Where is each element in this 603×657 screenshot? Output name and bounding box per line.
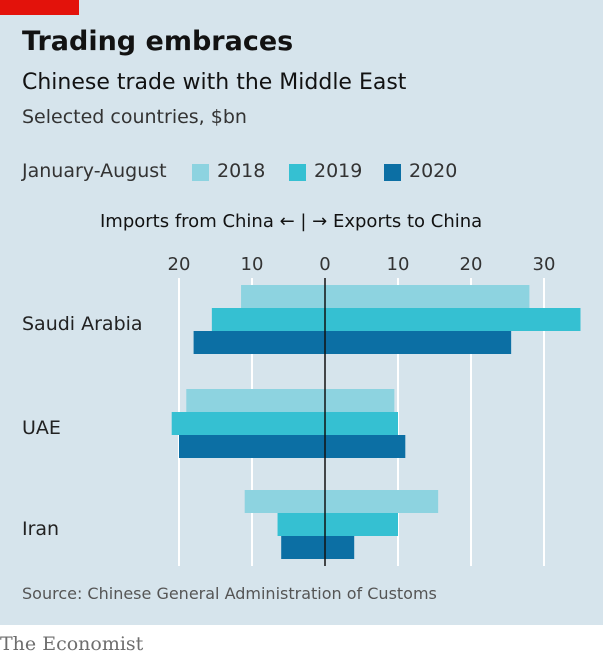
x-tick-label: 10	[241, 254, 264, 275]
x-tick-label: 30	[533, 254, 556, 275]
legend-swatch-2020	[384, 164, 401, 181]
legend-period: January-August	[22, 160, 167, 182]
category-label: Iran	[22, 518, 59, 540]
x-tick-label: 10	[387, 254, 410, 275]
legend-label-2018: 2018	[217, 160, 266, 182]
bar-exports	[325, 285, 530, 308]
chart-units: Selected countries, $bn	[22, 106, 247, 128]
bar-exports	[325, 490, 439, 513]
bar-chart: 20 10 0 10 20 30 Saudi Arabia UAE Iran	[22, 254, 581, 566]
source-note: Source: Chinese General Administration o…	[22, 584, 437, 603]
bar-imports	[281, 536, 325, 559]
bar-exports	[325, 435, 406, 458]
axis-direction-label: Imports from China ← | → Exports to Chin…	[100, 211, 483, 232]
bar-imports	[211, 308, 325, 331]
category-label: Saudi Arabia	[22, 313, 143, 335]
bar-exports	[325, 331, 512, 354]
category-label: UAE	[22, 417, 61, 439]
x-tick-label: 0	[319, 254, 330, 275]
bar-imports	[171, 412, 325, 435]
bar-imports	[186, 389, 325, 412]
x-tick-label: 20	[168, 254, 191, 275]
bar-exports	[325, 389, 395, 412]
brand-logo: The Economist	[0, 633, 144, 655]
bar-imports	[241, 285, 325, 308]
legend-label-2019: 2019	[314, 160, 363, 182]
bar-imports	[193, 331, 325, 354]
bar-imports	[244, 490, 325, 513]
bar-exports	[325, 412, 398, 435]
legend-swatch-2018	[192, 164, 209, 181]
legend-swatch-2019	[289, 164, 306, 181]
bar-imports	[179, 435, 325, 458]
legend-label-2020: 2020	[409, 160, 458, 182]
bar-exports	[325, 308, 581, 331]
bar-exports	[325, 536, 355, 559]
bar-imports	[277, 513, 325, 536]
chart-title: Trading embraces	[22, 26, 294, 57]
bar-exports	[325, 513, 398, 536]
chart-subtitle: Chinese trade with the Middle East	[22, 70, 407, 95]
x-tick-label: 20	[460, 254, 483, 275]
brand-red-tag	[0, 0, 79, 15]
